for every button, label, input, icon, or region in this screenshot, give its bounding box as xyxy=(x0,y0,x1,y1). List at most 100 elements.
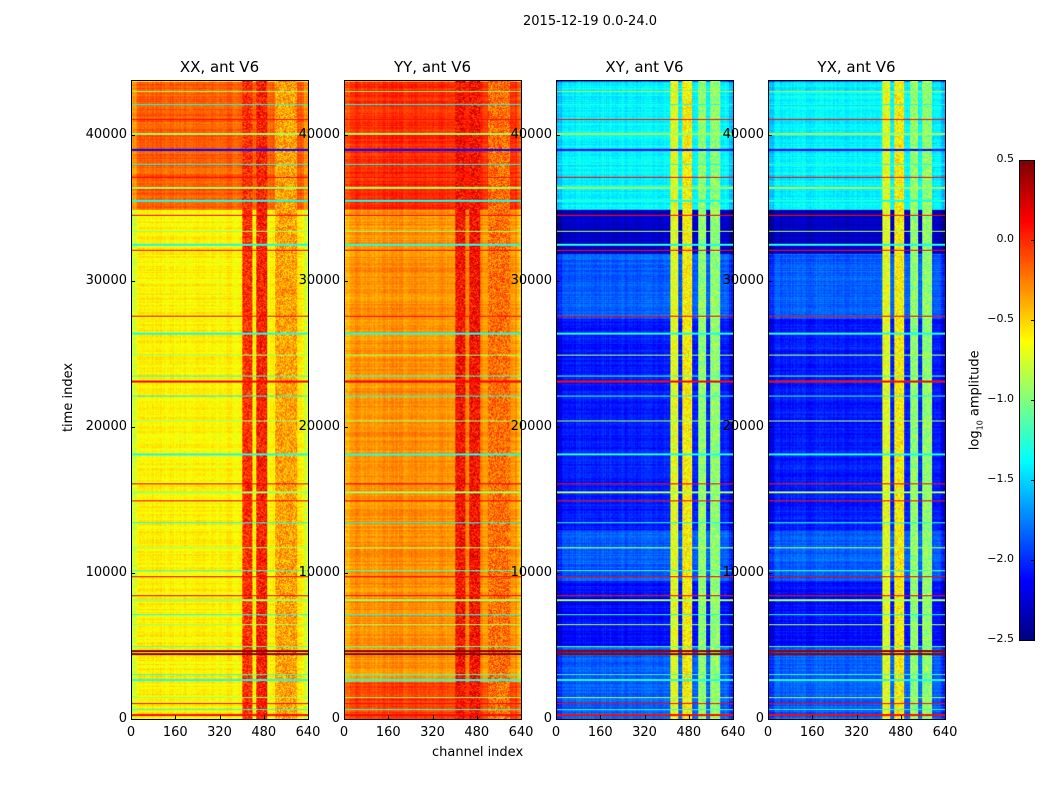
x-tick-mark xyxy=(733,715,734,719)
colorbar-tick-mark xyxy=(1031,320,1035,321)
y-tick-mark xyxy=(344,427,348,429)
colorbar-tick-label: 0.0 xyxy=(996,232,1015,245)
x-tick-label: 0 xyxy=(763,725,773,740)
heatmap-image xyxy=(557,81,733,719)
heatmap-panel xyxy=(768,80,946,720)
x-tick-mark xyxy=(263,715,265,719)
y-tick-label: 30000 xyxy=(510,273,552,289)
y-tick-mark xyxy=(768,281,772,283)
x-tick-mark xyxy=(219,715,221,719)
x-tick-label: 320 xyxy=(632,725,657,740)
x-tick-label: 640 xyxy=(932,725,958,740)
y-tick-label: 0 xyxy=(543,711,552,726)
x-tick-mark xyxy=(175,715,177,719)
x-tick-mark xyxy=(131,715,132,719)
y-tick-label: 40000 xyxy=(85,127,127,143)
y-tick-mark xyxy=(556,573,560,575)
y-tick-mark xyxy=(131,281,135,283)
x-tick-label: 0 xyxy=(339,725,349,740)
x-tick-mark xyxy=(344,715,345,719)
x-tick-label: 480 xyxy=(464,725,490,740)
y-tick-label: 10000 xyxy=(510,565,552,581)
colorbar-tick-label: −1.0 xyxy=(987,392,1014,405)
colorbar-tick-mark xyxy=(1031,400,1035,401)
x-tick-label: 640 xyxy=(295,725,321,740)
y-tick-mark xyxy=(131,573,135,575)
y-tick-mark xyxy=(344,573,348,575)
x-tick-label: 640 xyxy=(508,725,534,740)
panel-title: XX, ant V6 xyxy=(179,58,260,76)
x-tick-label: 480 xyxy=(676,725,702,740)
y-tick-mark xyxy=(131,427,135,429)
x-tick-mark xyxy=(476,715,478,719)
x-tick-label: 160 xyxy=(162,725,188,740)
colorbar-gradient xyxy=(1020,161,1034,640)
colorbar-tick-label: −1.5 xyxy=(987,472,1014,485)
y-tick-mark xyxy=(344,719,348,720)
x-tick-label: 480 xyxy=(888,725,914,740)
x-tick-label: 0 xyxy=(126,725,136,740)
y-tick-label: 20000 xyxy=(722,419,764,435)
y-tick-label: 20000 xyxy=(510,419,552,435)
x-tick-mark xyxy=(432,715,434,719)
y-tick-label: 30000 xyxy=(85,273,127,289)
colorbar-tick-label: −2.5 xyxy=(987,632,1014,645)
heatmap-image xyxy=(345,81,521,719)
colorbar-tick-mark xyxy=(1031,240,1035,241)
y-tick-mark xyxy=(768,719,772,720)
y-tick-label: 30000 xyxy=(298,273,340,289)
x-tick-mark xyxy=(768,715,769,719)
colorbar-tick-mark xyxy=(1031,160,1035,161)
x-tick-label: 480 xyxy=(251,725,277,740)
y-tick-mark xyxy=(556,135,560,137)
heatmap-panel xyxy=(556,80,734,720)
panel-title: XY, ant V6 xyxy=(605,58,684,76)
figure-title: 2015-12-19 0.0-24.0 xyxy=(523,14,657,29)
y-tick-mark xyxy=(344,281,348,283)
y-tick-mark xyxy=(344,135,348,137)
y-tick-label: 40000 xyxy=(722,127,764,143)
y-tick-label: 0 xyxy=(755,711,764,726)
x-tick-mark xyxy=(521,715,522,719)
x-tick-label: 0 xyxy=(551,725,561,740)
x-tick-label: 160 xyxy=(587,725,613,740)
x-tick-label: 320 xyxy=(207,725,232,740)
x-tick-label: 640 xyxy=(720,725,746,740)
x-tick-mark xyxy=(308,715,309,719)
y-tick-label: 40000 xyxy=(510,127,552,143)
x-tick-label: 320 xyxy=(420,725,445,740)
heatmap-panel xyxy=(131,80,309,720)
y-tick-label: 20000 xyxy=(298,419,340,435)
panel-title: YY, ant V6 xyxy=(393,58,471,76)
y-tick-mark xyxy=(768,135,772,137)
y-tick-label: 0 xyxy=(331,711,340,726)
y-tick-mark xyxy=(556,427,560,429)
x-tick-mark xyxy=(812,715,814,719)
x-tick-mark xyxy=(556,715,557,719)
x-tick-mark xyxy=(600,715,602,719)
colorbar-tick-label: −0.5 xyxy=(987,312,1014,325)
x-tick-mark xyxy=(945,715,946,719)
y-tick-label: 0 xyxy=(118,711,127,726)
x-tick-mark xyxy=(900,715,902,719)
x-tick-label: 160 xyxy=(799,725,825,740)
y-tick-mark xyxy=(556,281,560,283)
y-tick-mark xyxy=(556,719,560,720)
x-axis-label: channel index xyxy=(432,745,524,760)
y-tick-mark xyxy=(768,427,772,429)
y-tick-label: 30000 xyxy=(722,273,764,289)
colorbar-tick-label: 0.5 xyxy=(996,152,1015,165)
heatmap-panel xyxy=(344,80,522,720)
x-tick-mark xyxy=(644,715,646,719)
heatmap-image xyxy=(769,81,945,719)
colorbar-tick-mark xyxy=(1031,480,1035,481)
y-tick-label: 20000 xyxy=(85,419,127,435)
y-tick-mark xyxy=(131,135,135,137)
colorbar-tick-label: −2.0 xyxy=(987,552,1014,565)
colorbar-tick-mark xyxy=(1031,640,1035,641)
heatmap-image xyxy=(132,81,308,719)
x-tick-label: 320 xyxy=(844,725,869,740)
x-tick-mark xyxy=(688,715,690,719)
colorbar-tick-mark xyxy=(1031,560,1035,561)
